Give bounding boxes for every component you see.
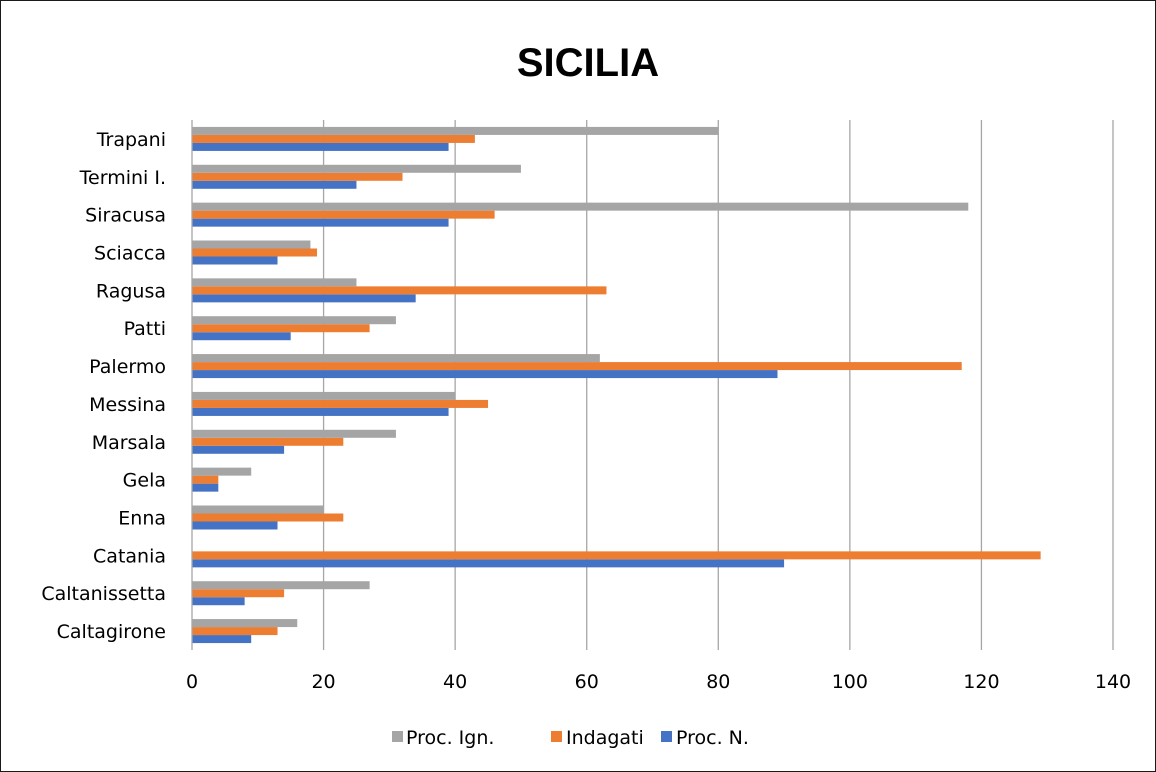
bar-proc-ign [192,429,396,438]
y-category-label: Patti [124,318,166,340]
y-category-label: Enna [118,508,166,530]
bar-proc-n [192,218,449,227]
y-category-label: Gela [123,470,166,492]
gridlines [322,120,1114,650]
bar-proc-ign [192,202,969,211]
bar-indagati [192,475,219,484]
bar-indagati [192,589,285,598]
y-category-label: Caltanissetta [41,583,166,605]
x-tick-label: 20 [311,671,335,693]
bar-proc-ign [192,240,311,249]
y-category-label: Marsala [92,432,166,454]
legend-swatch [392,731,403,742]
bar-indagati [192,248,317,257]
bar-indagati [192,437,344,446]
bar-proc-ign [192,316,396,325]
x-tick-label: 0 [186,671,198,693]
bar-proc-n [192,635,252,644]
bar-proc-ign [192,467,252,476]
bar-indagati [192,210,495,219]
y-axis: Caltagirone Caltanissetta Catania Enna Gela M… [41,129,166,643]
x-tick-label: 100 [832,671,868,693]
bar-indagati [192,286,607,295]
bar-proc-n [192,256,278,265]
y-category-label: Caltagirone [57,621,166,643]
y-category-label: Messina [89,394,166,416]
x-tick-label: 140 [1095,671,1131,693]
bar-indagati [192,134,475,143]
bar-proc-ign [192,619,298,628]
y-category-label: Trapani [96,129,166,151]
bar-indagati [192,627,278,636]
bar-indagati [192,324,370,333]
bar-proc-n [192,180,357,189]
bar-proc-n [192,294,416,303]
x-axis: 0 20 40 60 80 100 120 140 [186,120,1131,693]
y-category-label: Ragusa [96,280,166,302]
y-category-label: Sciacca [94,243,166,265]
bar-proc-n [192,597,245,606]
bar-proc-n [192,483,219,492]
legend-swatch [551,731,562,742]
legend-label: Proc. N. [676,727,749,749]
x-tick-label: 40 [443,671,467,693]
y-category-label: Palermo [89,356,166,378]
bar-indagati [192,513,344,522]
y-category-label: Catania [93,545,166,567]
x-tick-label: 80 [706,671,730,693]
y-category-label: Termini I. [79,167,166,189]
bar-proc-ign [192,354,600,363]
bar-indagati [192,362,962,371]
bar-proc-n [192,521,278,530]
bar-proc-ign [192,391,456,400]
legend: Proc. Ign. Indagati Proc. N. [392,727,749,749]
bar-indagati [192,399,489,408]
bar-indagati [192,551,1041,560]
bar-proc-ign [192,278,357,287]
bar-proc-ign [192,126,719,135]
bar-proc-n [192,559,785,568]
bar-proc-n [192,370,778,379]
bar-proc-ign [192,505,324,514]
bar-indagati [192,172,403,181]
bars [192,126,1041,644]
bar-proc-n [192,407,449,416]
bar-proc-ign [192,164,521,173]
legend-label: Indagati [566,727,644,749]
bar-proc-n [192,142,449,151]
x-tick-label: 60 [575,671,599,693]
x-tick-label: 120 [963,671,999,693]
bar-proc-n [192,332,291,341]
legend-swatch [661,731,672,742]
bar-proc-n [192,445,285,454]
bar-proc-ign [192,581,370,590]
chart-title: SICILIA [517,41,659,85]
y-category-label: Siracusa [85,205,166,227]
legend-label: Proc. Ign. [406,727,494,749]
